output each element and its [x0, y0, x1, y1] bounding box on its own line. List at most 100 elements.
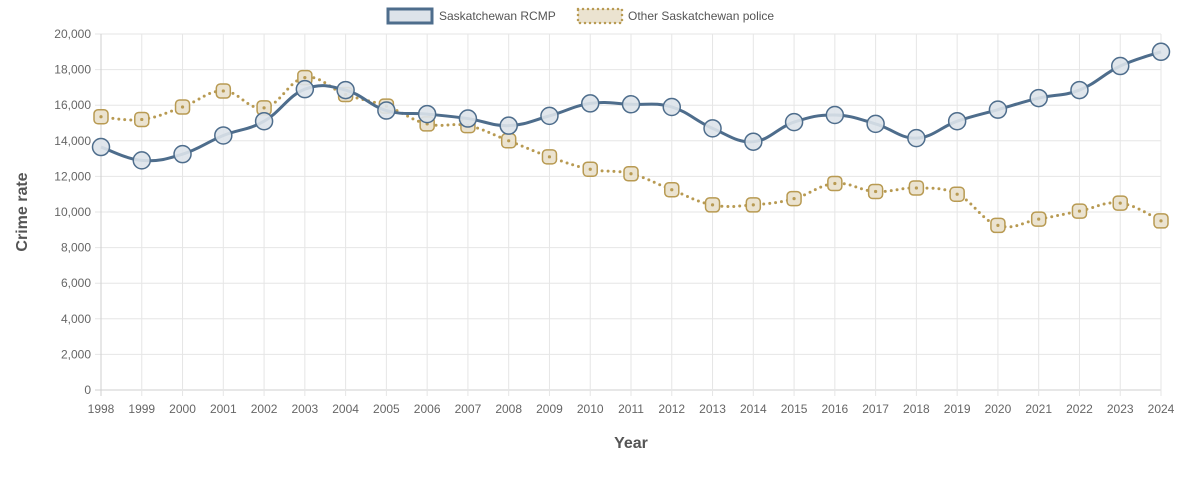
legend-swatch-other-police [576, 7, 624, 25]
data-point-dot [629, 172, 633, 176]
legend-label-other-police: Other Saskatchewan police [628, 9, 774, 23]
data-point-rcmp[interactable] [499, 116, 518, 135]
data-point-dot [751, 203, 755, 207]
data-point-dot [914, 186, 918, 190]
data-point-rcmp[interactable] [91, 137, 111, 157]
data-point-rcmp[interactable] [254, 111, 274, 131]
data-point-dot [792, 197, 796, 201]
data-point-rcmp[interactable] [1151, 42, 1171, 62]
y-tick-label: 18,000 [54, 63, 91, 77]
x-tick-label: 2010 [577, 402, 604, 416]
data-point-dot [180, 105, 185, 109]
y-tick-label: 20,000 [54, 27, 91, 41]
data-point-dot [1077, 209, 1082, 213]
x-tick-label: 2021 [1025, 402, 1052, 416]
y-tick-label: 2,000 [61, 347, 91, 361]
x-tick-label: 2007 [455, 402, 482, 416]
x-tick-label: 2000 [169, 402, 196, 416]
data-point-rcmp[interactable] [825, 105, 845, 125]
data-point-rcmp[interactable] [1029, 88, 1048, 108]
data-point-dot [1037, 217, 1041, 221]
data-point-rcmp[interactable] [988, 100, 1008, 119]
x-tick-label: 2003 [291, 402, 318, 416]
y-tick-label: 6,000 [61, 276, 91, 290]
data-point-rcmp[interactable] [947, 111, 967, 131]
data-point-rcmp[interactable] [703, 119, 722, 138]
data-point-rcmp[interactable] [173, 144, 192, 164]
legend[interactable]: Saskatchewan RCMP Other Saskatchewan poli… [386, 7, 774, 25]
data-point-rcmp[interactable] [1110, 56, 1130, 76]
data-point-rcmp[interactable] [458, 109, 478, 128]
data-point-dot [1118, 201, 1122, 205]
x-tick-label: 2018 [903, 402, 930, 416]
x-tick-label: 1999 [128, 402, 155, 416]
x-tick-label: 2004 [332, 402, 359, 416]
data-point-rcmp[interactable] [295, 79, 315, 99]
data-point-dot [507, 139, 511, 143]
data-point-rcmp[interactable] [1070, 80, 1089, 100]
data-point-rcmp[interactable] [132, 151, 152, 170]
data-point-rcmp[interactable] [744, 132, 763, 151]
data-point-dot [670, 188, 674, 192]
data-point-rcmp[interactable] [377, 101, 396, 120]
x-tick-label: 2024 [1148, 402, 1175, 416]
x-tick-label: 2005 [373, 402, 400, 416]
y-tick-label: 14,000 [54, 134, 91, 148]
x-tick-label: 2020 [985, 402, 1012, 416]
legend-swatch-rcmp [386, 7, 434, 25]
data-point-dot [833, 181, 837, 186]
data-point-rcmp[interactable] [417, 104, 437, 124]
x-tick-label: 2016 [821, 402, 848, 416]
x-tick-label: 2002 [251, 402, 278, 416]
x-tick-label: 2015 [781, 402, 808, 416]
data-point-dot [99, 115, 103, 119]
y-tick-label: 4,000 [61, 312, 91, 326]
data-point-dot [588, 167, 592, 171]
y-tick-label: 10,000 [54, 205, 91, 219]
legend-item-other-police[interactable]: Other Saskatchewan police [576, 7, 774, 25]
axes: 0 2,000 4,000 6,000 8,000 10,000 12,000 14,000 1… [54, 27, 1174, 416]
data-point-rcmp[interactable] [784, 112, 804, 132]
data-point-rcmp[interactable] [621, 95, 641, 114]
x-tick-label: 2009 [536, 402, 563, 416]
y-tick-label: 16,000 [54, 98, 91, 112]
y-tick-label: 0 [84, 383, 91, 397]
data-point-dot [140, 117, 144, 122]
x-tick-label: 2008 [495, 402, 522, 416]
data-point-dot [710, 203, 715, 207]
data-point-dot [996, 223, 1000, 227]
data-point-dot [955, 192, 959, 196]
legend-label-rcmp: Saskatchewan RCMP [439, 9, 556, 23]
legend-item-rcmp[interactable]: Saskatchewan RCMP [386, 7, 556, 25]
series-lines [91, 42, 1171, 234]
x-axis-title: Year [614, 435, 648, 452]
x-tick-label: 2013 [699, 402, 726, 416]
x-tick-label: 2023 [1107, 402, 1134, 416]
data-point-rcmp[interactable] [214, 126, 233, 145]
data-point-rcmp[interactable] [540, 106, 559, 126]
x-tick-label: 2001 [210, 402, 237, 416]
y-tick-label: 8,000 [61, 241, 91, 255]
x-tick-label: 2022 [1066, 402, 1093, 416]
data-point-dot [303, 76, 307, 80]
x-tick-label: 1998 [88, 402, 115, 416]
y-tick-label: 12,000 [54, 169, 91, 183]
data-point-dot [221, 89, 225, 93]
x-tick-label: 2017 [862, 402, 889, 416]
x-tick-label: 2006 [414, 402, 441, 416]
grid [95, 33, 1162, 396]
x-tick-label: 2014 [740, 402, 767, 416]
data-point-dot [874, 189, 878, 194]
data-point-rcmp[interactable] [866, 114, 885, 134]
data-point-rcmp[interactable] [580, 94, 600, 113]
data-point-rcmp[interactable] [662, 97, 682, 117]
x-tick-label: 2012 [658, 402, 685, 416]
data-point-dot [547, 155, 552, 159]
x-tick-label: 2011 [618, 402, 644, 416]
y-axis-title: Crime rate [14, 172, 31, 251]
data-point-rcmp[interactable] [907, 128, 926, 148]
data-point-dot [262, 106, 266, 110]
data-point-rcmp[interactable] [336, 80, 355, 100]
